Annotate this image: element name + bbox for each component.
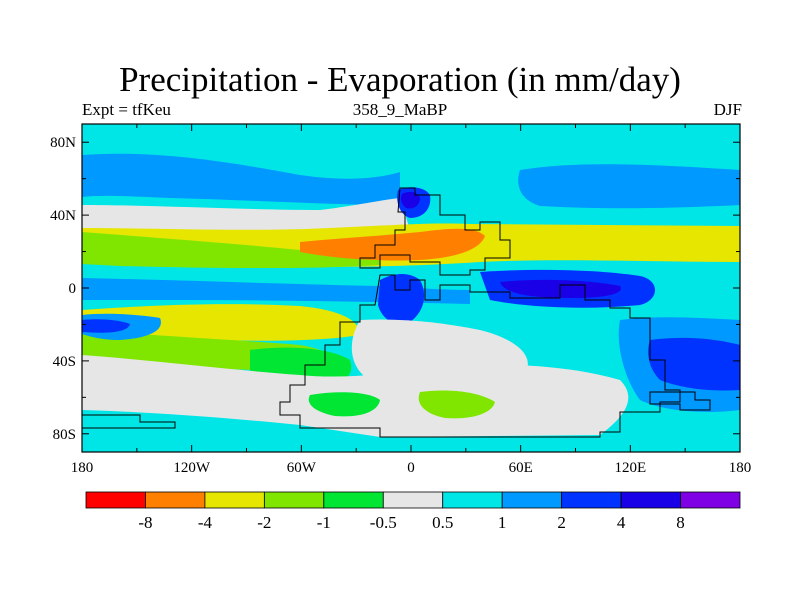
field-north-storm-track [82,153,400,205]
colorbar-label: -0.5 [370,513,397,532]
field-gondwana-lime [418,390,495,419]
field-south-ocean-wet [82,410,740,452]
field-south-west-core [82,319,130,333]
colorbar-swatch [145,491,206,509]
plot-title: Precipitation - Evaporation (in mm/day) [119,60,681,99]
colorbar-label: 4 [617,513,626,532]
colorbar: -8 -4 -2 -1 -0.5 0.5 1 2 4 8 [85,491,741,532]
field-equator-band-1 [82,268,740,278]
colorbar-swatch [501,491,563,509]
latitude-axis: 80N 40N 0 40S 80S [50,135,740,443]
colorbar-swatch [620,491,681,509]
longitude-axis: 180 120W 60W 0 60E 120E 180 [71,124,752,476]
field-north-lime-band [82,232,380,269]
colorbar-swatch [263,491,325,509]
field-south-very-wet [648,337,740,391]
coastline-gondwana [279,274,681,438]
lon-tick-label: 120W [173,460,211,476]
field-north-storm-track-east [518,164,740,209]
lat-tick-label: 80S [53,427,76,443]
lon-tick-label: 60E [509,460,533,476]
field-gondwana-green [308,392,380,417]
lon-tick-label: 60W [287,460,317,476]
field-north-land-purple [401,191,420,209]
colorbar-label: -4 [198,513,213,532]
colorbar-swatch [680,491,741,509]
colorbar-swatch [204,491,265,509]
lat-tick-label: 80N [50,135,76,151]
lat-tick-label: 0 [69,281,77,297]
colorbar-label: 0.5 [432,513,453,532]
colorbar-label: 8 [676,513,685,532]
colorbar-label: -8 [138,513,152,532]
colorbar-swatch [323,491,384,509]
field-gondwana-neutral [351,319,528,390]
colorbar-label: 1 [498,513,507,532]
lon-tick-label: 180 [729,460,752,476]
lon-tick-label: 180 [71,460,94,476]
colorbar-swatch [561,491,622,509]
colorbar-swatch [442,491,503,509]
colorbar-label: -1 [317,513,331,532]
lat-tick-label: 40N [50,208,76,224]
colorbar-label: -2 [257,513,271,532]
season-label: DJF [713,100,742,119]
field-land-wet [378,274,425,325]
experiment-label: Expt = tfKeu [82,100,171,119]
field-itcz-blue [82,278,470,304]
coastline-laurussia [359,187,511,276]
colorbar-swatch [382,491,444,509]
lat-tick-label: 40S [53,354,76,370]
colorbar-label: 2 [557,513,566,532]
lon-tick-label: 120E [614,460,646,476]
coastline-west-island [82,414,176,429]
period-label: 358_9_MaBP [352,100,448,119]
coastline-east-island [649,391,711,411]
map-field [82,124,740,452]
colorbar-swatch [85,491,146,509]
field-north-neutral-band [82,198,410,234]
lon-tick-label: 0 [407,460,415,476]
